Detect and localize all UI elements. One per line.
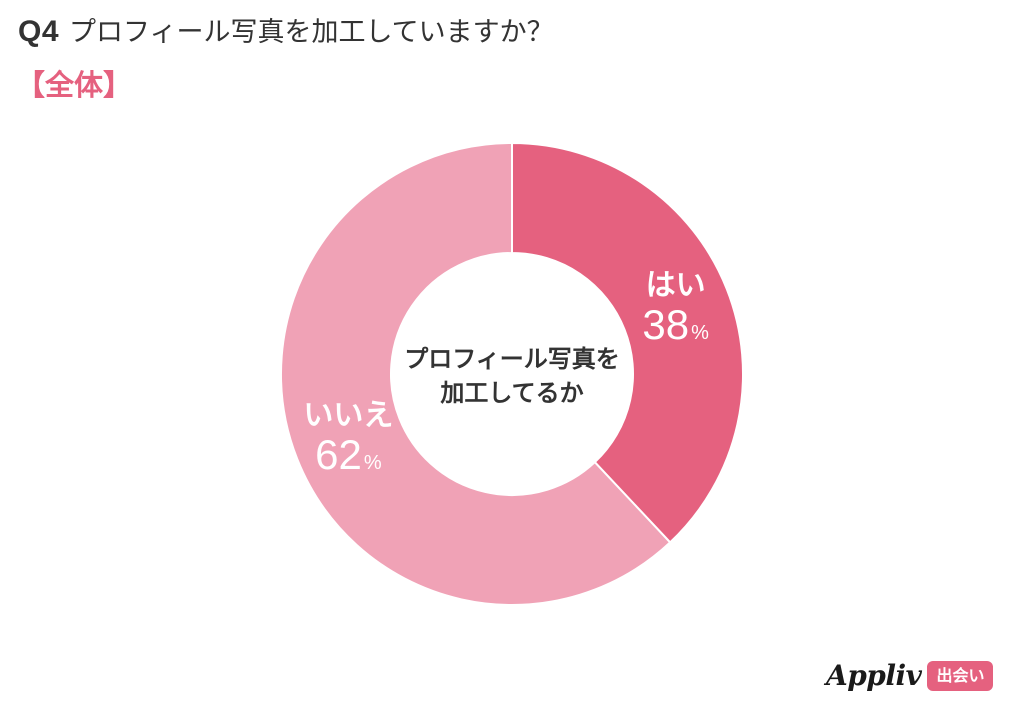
slice-label-no: いいえ xyxy=(303,398,393,433)
question-number: Q4 xyxy=(18,15,60,48)
segment-label: 【全体】 xyxy=(16,68,133,102)
appliv-logo: Appliv 出会い xyxy=(826,659,994,693)
slice-value-no: 62% xyxy=(315,431,382,478)
donut-slice-yes xyxy=(511,141,744,544)
donut-slice-no xyxy=(280,141,672,606)
slice-label-yes: はい xyxy=(646,268,706,303)
question-text: プロフィール写真を加工していますか？ xyxy=(69,17,554,48)
slice-value-yes: 38% xyxy=(642,301,709,348)
question-heading: Q4 プロフィール写真を加工していますか？ xyxy=(18,14,554,51)
donut-slices xyxy=(280,141,744,606)
center-label-line-2: 加工してるか xyxy=(440,379,583,407)
logo-wordmark: Appliv xyxy=(826,659,922,692)
center-label-line-1: プロフィール写真を xyxy=(404,345,620,373)
logo-badge: 出会い xyxy=(927,661,994,691)
